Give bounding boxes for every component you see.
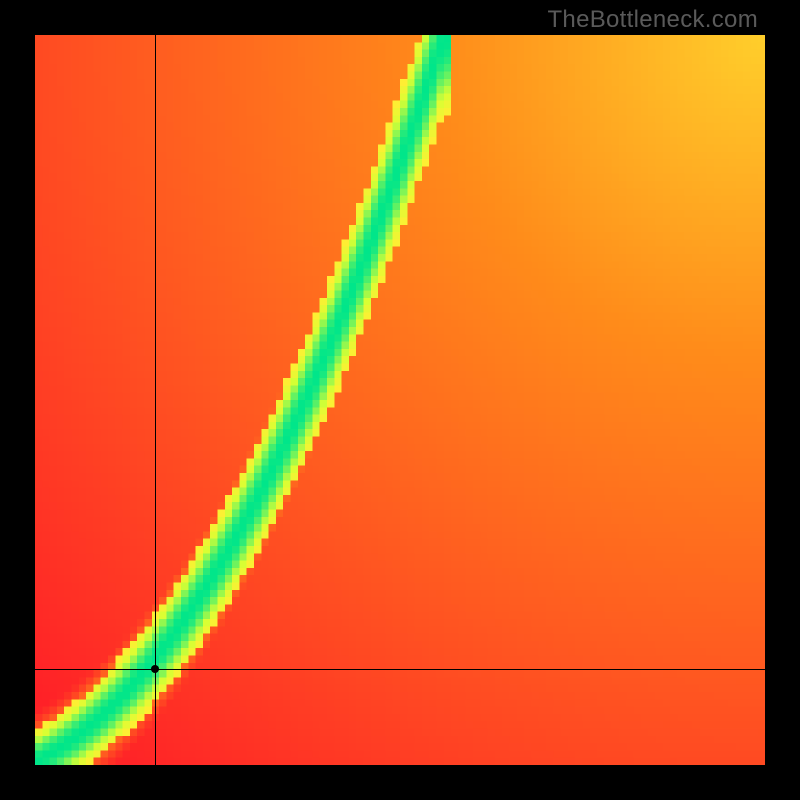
crosshair-vertical (155, 35, 156, 765)
crosshair-horizontal (35, 669, 765, 670)
heatmap-plot (35, 35, 765, 765)
watermark-text: TheBottleneck.com (547, 6, 758, 34)
heatmap-canvas (35, 35, 765, 765)
chart-frame: TheBottleneck.com (0, 0, 800, 800)
